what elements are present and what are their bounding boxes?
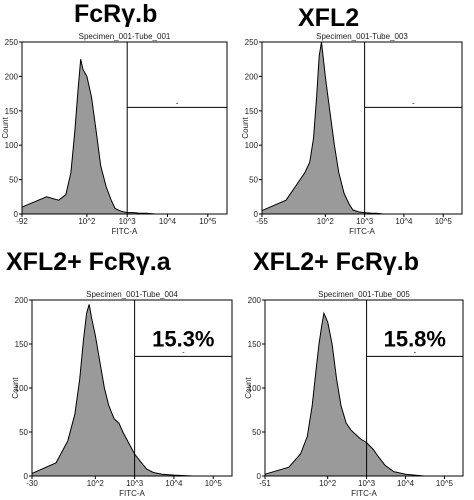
gate-label: - — [412, 98, 415, 107]
panel-title-1: FcRγ.b — [74, 0, 158, 28]
histogram-area — [261, 41, 423, 215]
plot-frame — [21, 41, 228, 215]
plot-frame — [261, 41, 463, 215]
y-tick-label: 0 — [257, 472, 262, 481]
panel-title-2: XFL2 — [298, 4, 360, 32]
plot-subtitle: Specimen_001-Tube_005 — [318, 290, 410, 299]
panel-title-4: XFL2+ FcRγ.b — [253, 248, 420, 276]
y-tick-label: 250 — [5, 38, 19, 47]
x-tick-label: 10^5 — [435, 217, 453, 226]
y-axis-label: Count — [1, 117, 10, 139]
histogram-area — [264, 311, 425, 477]
y-tick-label: 50 — [249, 176, 258, 185]
plot-subtitle: Specimen_001-Tube_001 — [79, 32, 171, 41]
y-axis-label: Count — [244, 377, 253, 399]
y-tick-label: 0 — [254, 210, 259, 219]
x-axis-label: FITC-A — [349, 227, 375, 236]
y-tick-label: 200 — [5, 72, 19, 81]
x-tick-label: 10^5 — [205, 479, 223, 488]
x-tick-label: 10^5 — [199, 217, 217, 226]
y-tick-label: 100 — [5, 141, 19, 150]
x-tick-label: 10^2 — [87, 479, 105, 488]
y-tick-label: 200 — [15, 296, 29, 305]
x-axis-label: FITC-A — [112, 227, 138, 236]
x-tick-label: -92 — [16, 217, 28, 226]
plot-subtitle: Specimen_001-Tube_004 — [86, 290, 178, 299]
y-tick-label: 150 — [245, 107, 259, 116]
x-tick-label: 10^4 — [397, 479, 415, 488]
y-tick-label: 150 — [5, 107, 19, 116]
gate-percentage: 15.3% — [152, 326, 214, 351]
y-axis-label: Count — [11, 377, 20, 399]
y-tick-label: 200 — [248, 296, 262, 305]
x-tick-label: 10^4 — [395, 217, 413, 226]
gate-percentage: 15.8% — [384, 326, 446, 351]
x-tick-label: 10^3 — [356, 217, 374, 226]
gate-label: - — [413, 347, 416, 356]
y-axis-label: Count — [241, 117, 250, 139]
y-tick-label: 50 — [252, 428, 261, 437]
histogram-area — [31, 304, 193, 477]
gate-label: - — [176, 98, 179, 107]
x-tick-label: -30 — [26, 479, 38, 488]
y-tick-label: 100 — [15, 384, 29, 393]
y-tick-label: 200 — [245, 72, 259, 81]
x-tick-label: 10^2 — [78, 217, 96, 226]
x-tick-label: 10^3 — [119, 217, 137, 226]
y-tick-label: 0 — [14, 210, 19, 219]
y-tick-label: 100 — [245, 141, 259, 150]
y-tick-label: 150 — [15, 340, 29, 349]
panel-title-3: XFL2+ FcRγ.a — [6, 248, 171, 276]
x-tick-label: 10^3 — [358, 479, 376, 488]
x-tick-label: 10^2 — [319, 479, 337, 488]
histogram-area — [21, 59, 187, 215]
y-tick-label: 50 — [9, 176, 18, 185]
x-tick-label: 10^5 — [436, 479, 454, 488]
x-tick-label: -55 — [256, 217, 268, 226]
y-tick-label: 100 — [248, 384, 262, 393]
x-tick-label: 10^4 — [159, 217, 177, 226]
y-tick-label: 150 — [248, 340, 262, 349]
y-tick-label: 250 — [245, 38, 259, 47]
x-tick-label: 10^2 — [317, 217, 335, 226]
x-tick-label: -51 — [259, 479, 271, 488]
x-tick-label: 10^3 — [126, 479, 144, 488]
x-axis-label: FITC-A — [119, 489, 145, 498]
gate-label: - — [182, 347, 185, 356]
y-tick-label: 0 — [24, 472, 29, 481]
plot-subtitle: Specimen_001-Tube_003 — [316, 32, 408, 41]
x-tick-label: 10^4 — [165, 479, 183, 488]
x-axis-label: FITC-A — [351, 489, 377, 498]
y-tick-label: 50 — [19, 428, 28, 437]
